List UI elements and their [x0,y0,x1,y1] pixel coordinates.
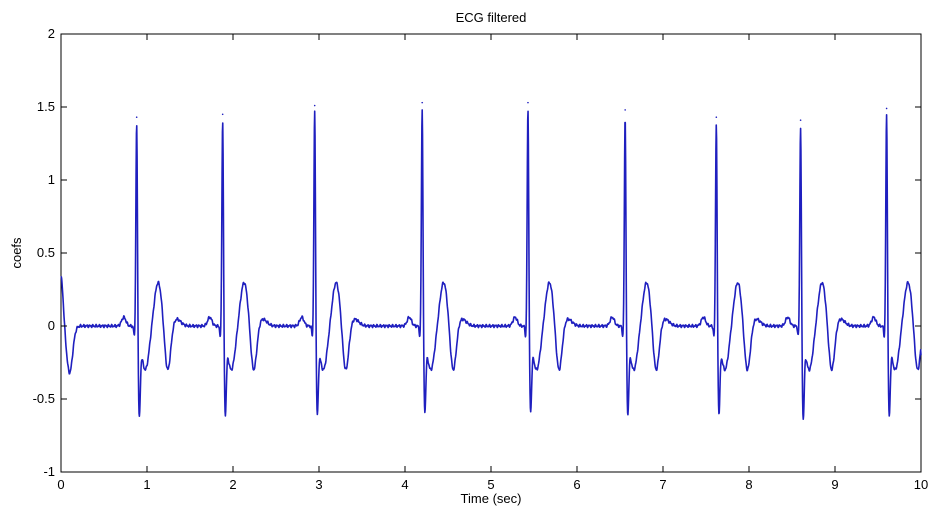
y-tick-label: 0 [48,318,55,333]
y-axis-ticks: -1 -0.5 0 0.5 1 1.5 2 [33,26,921,479]
x-tick-label: 1 [143,477,150,492]
y-axis-label: coefs [9,237,24,269]
r-peak-point [527,101,529,104]
r-peak-point [715,116,718,119]
x-axis-ticks: 0 1 2 3 4 5 6 7 8 9 10 [57,34,928,492]
chart-title: ECG filtered [456,10,527,25]
x-tick-label: 8 [745,477,752,492]
x-tick-label: 9 [831,477,838,492]
y-tick-label: 2 [48,26,55,41]
x-tick-label: 3 [315,477,322,492]
r-peak-point [135,116,138,119]
r-peak-point [885,107,888,110]
r-peak-point [624,109,626,111]
ecg-trace-line [60,109,922,420]
y-tick-label: -0.5 [33,391,55,406]
x-tick-label: 4 [401,477,408,492]
ecg-trace-layer [60,101,922,420]
x-tick-label: 5 [487,477,494,492]
x-tick-label: 6 [573,477,580,492]
x-tick-label: 7 [659,477,666,492]
y-tick-label: -1 [43,464,55,479]
x-tick-label: 2 [229,477,236,492]
y-tick-label: 1.5 [37,99,55,114]
r-peak-point [313,104,316,107]
y-tick-label: 1 [48,172,55,187]
x-axis-label: Time (sec) [461,491,522,506]
r-peak-point [799,119,802,121]
x-tick-label: 10 [914,477,928,492]
r-peak-point [221,113,224,116]
axes-box [60,33,922,473]
plot-area: 0 1 2 3 4 5 6 7 8 9 10 -1 -0.5 0 0.5 1 1.5 2 [33,26,929,492]
r-peak-point [421,101,424,104]
y-tick-label: 0.5 [37,245,55,260]
x-tick-label: 0 [57,477,64,492]
